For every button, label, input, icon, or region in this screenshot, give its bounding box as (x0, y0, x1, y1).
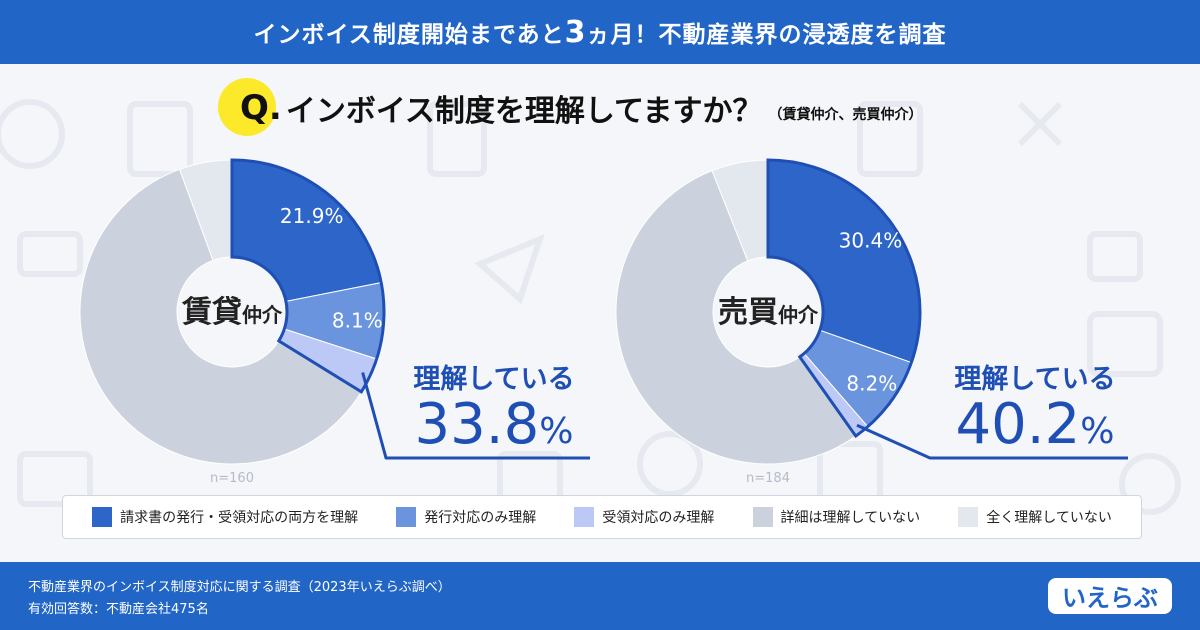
monitor-icon (17, 231, 83, 277)
chart-rental-callout-line (361, 372, 590, 460)
chart-sales-slice-not-detail (615, 170, 857, 465)
chart-sales-title-main: 売買 (718, 295, 778, 330)
legend-item-not-detail: 詳細は理解していない (752, 507, 921, 527)
legend-label-issue: 発行対応のみ理解 (424, 510, 537, 526)
question-heading: Q. インボイス制度を理解してますか？ （賃貸仲介、売買仲介） (218, 78, 923, 136)
chart-rental-callout-text: 理解している (413, 364, 574, 395)
header-title-pre: インボイス制度開始まであと (253, 22, 565, 48)
legend-item-not-at-all: 全く理解していない (958, 507, 1112, 527)
legend-swatch-both (92, 507, 113, 527)
chart-rental: 21.9% 8.1% 賃貸仲介 n=160 理解している 33.8% (79, 158, 590, 486)
chart-rental-slice-not-detail (79, 168, 363, 465)
display-icon (1087, 311, 1163, 377)
chart-sales: 30.4% 8.2% 売買仲介 n=184 理解している 40.2% (615, 158, 1128, 486)
footer-respondents: 有効回答数：不動産会社475名 (28, 602, 209, 617)
chart-rental-slices (79, 159, 385, 465)
footer: 不動産業界のインボイス制度対応に関する調査（2023年いえらぶ調べ） 有効回答数… (0, 562, 1200, 630)
tools-icon (1017, 101, 1063, 147)
chart-sales-label-both: 30.4% (839, 229, 903, 253)
chart-sales-callout-unit: % (1080, 411, 1114, 452)
chart-sales-understand-outline (766, 158, 922, 439)
header-banner: インボイス制度開始まであと 3 ヵ月！不動産業界の浸透度を調査 (0, 0, 1200, 64)
header-title-number: 3 (564, 14, 587, 50)
header-title-post: ヵ月！不動産業界の浸透度を調査 (586, 22, 947, 48)
legend-item-issue: 発行対応のみ理解 (396, 507, 536, 527)
question-mark: Q. (240, 88, 282, 128)
ierabu-logo: いえらぶ (1048, 578, 1172, 614)
chart-rental-callout-number: 33.8 (415, 392, 540, 457)
calendar-icon (127, 101, 193, 177)
legend-item-both: 請求書の発行・受領対応の両方を理解 (92, 507, 358, 527)
ierabu-logo-text: いえらぶ (1062, 584, 1158, 612)
legend-label-not-at-all: 全く理解していない (986, 510, 1112, 526)
globe-icon (0, 99, 65, 169)
chart-sales-callout-number: 40.2 (956, 392, 1081, 457)
book-icon (17, 451, 93, 507)
chart-sales-callout-line (856, 423, 1128, 460)
chart-rental-callout-unit: % (539, 411, 573, 452)
legend-swatch-not-at-all (958, 507, 979, 527)
legend-label-receive: 受領対応のみ理解 (602, 510, 715, 526)
document-icon (427, 101, 487, 177)
footer-survey-title: 不動産業界のインボイス制度対応に関する調査（2023年いえらぶ調べ） (28, 580, 451, 595)
question-highlight-circle (218, 78, 276, 136)
question-text: インボイス制度を理解してますか？ (285, 94, 763, 129)
legend-swatch-not-detail (752, 507, 773, 527)
chart-sales-title-small: 仲介 (778, 303, 819, 327)
legend: 請求書の発行・受領対応の両方を理解 発行対応のみ理解 受領対応のみ理解 詳細は理… (62, 495, 1142, 539)
paper-plane-icon (474, 233, 545, 305)
legend-label-both: 請求書の発行・受領対応の両方を理解 (120, 510, 359, 526)
background-decoration (0, 99, 1181, 515)
document-icon-2 (857, 101, 923, 177)
legend-swatch-issue (396, 507, 417, 527)
chart-sales-n-label: n=184 (746, 471, 790, 486)
chart-rental-callout-value: 33.8% (415, 392, 574, 457)
legend-swatch-receive (574, 507, 595, 527)
chart-rental-label-issue: 8.1% (332, 308, 383, 332)
chart-rental-n-label: n=160 (210, 471, 254, 486)
chart-rental-title-main: 賃貸 (181, 295, 242, 330)
chart-sales-center-title: 売買仲介 (718, 295, 819, 330)
clock-icon (1119, 453, 1181, 515)
lock-icon (1087, 231, 1143, 282)
legend-label-not-detail: 詳細は理解していない (780, 510, 921, 526)
question-sub: （賃貸仲介、売買仲介） (768, 107, 923, 123)
chart-rental-label-both: 21.9% (280, 204, 344, 228)
chart-rental-understand-outline (230, 158, 386, 394)
chart-sales-slices (615, 159, 921, 465)
chart-sales-callout-value: 40.2% (956, 392, 1115, 457)
chart-sales-label-issue: 8.2% (846, 372, 897, 396)
chart-rental-center-title: 賃貸仲介 (181, 295, 283, 330)
chart-rental-title-small: 仲介 (242, 303, 283, 327)
chart-sales-callout-text: 理解している (954, 364, 1115, 395)
pin-icon (637, 431, 703, 497)
legend-item-receive: 受領対応のみ理解 (574, 507, 714, 527)
